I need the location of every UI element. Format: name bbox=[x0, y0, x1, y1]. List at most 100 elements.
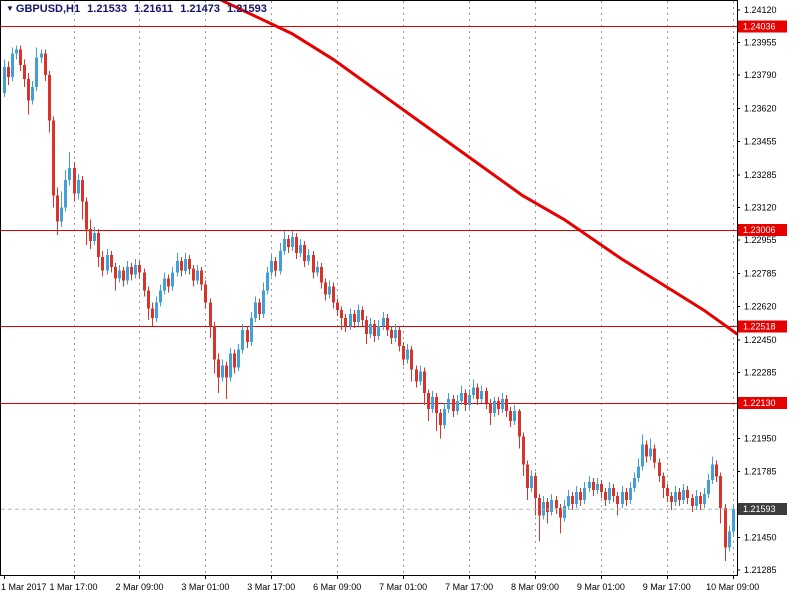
price-axis[interactable]: 1.24120 1.23955 1.23790 1.23620 1.23455 1.232… bbox=[737, 5, 777, 575]
candle-body bbox=[468, 395, 471, 406]
y-axis-label: 1.23285 bbox=[744, 170, 777, 180]
candle-body bbox=[555, 499, 558, 508]
candle-body bbox=[48, 75, 51, 121]
time-axis[interactable]: 1 Mar 2017 1 Mar 17:00 2 Mar 09:00 3 Mar 01… bbox=[1, 576, 759, 592]
candle-body bbox=[472, 387, 475, 396]
candle-body bbox=[707, 480, 710, 494]
candle-body bbox=[583, 488, 586, 500]
candle-body bbox=[406, 349, 409, 360]
y-axis-label: 1.23455 bbox=[744, 136, 777, 146]
chart-title: ▼ GBPUSD,H1 1.21533 1.21611 1.21473 1.215… bbox=[6, 3, 271, 15]
candle-body bbox=[126, 266, 129, 281]
candle-body bbox=[204, 284, 207, 303]
candle-body bbox=[633, 478, 636, 489]
candle-body bbox=[316, 266, 319, 273]
candle-body bbox=[147, 290, 150, 309]
candle-body bbox=[419, 371, 422, 382]
candle-body bbox=[447, 399, 450, 409]
candle-body bbox=[625, 492, 628, 500]
candle-body bbox=[81, 179, 84, 202]
candles-layer bbox=[3, 45, 735, 562]
candle-body bbox=[369, 324, 372, 334]
candle-body bbox=[332, 286, 335, 303]
candle-body bbox=[3, 67, 6, 93]
candle-body bbox=[645, 444, 648, 457]
candle-body bbox=[233, 353, 236, 368]
y-axis-label: 1.22785 bbox=[744, 269, 777, 279]
candle-body bbox=[485, 391, 488, 404]
candle-body bbox=[390, 330, 393, 338]
y-axis-label: 1.23620 bbox=[744, 104, 777, 114]
candle-body bbox=[522, 436, 525, 465]
candle-body bbox=[328, 286, 331, 295]
candle-body bbox=[464, 393, 467, 406]
candle-body bbox=[106, 254, 109, 271]
candle-body bbox=[670, 496, 673, 502]
candle-body bbox=[254, 302, 257, 319]
candle-body bbox=[336, 302, 339, 311]
y-axis-label: 1.23120 bbox=[744, 203, 777, 213]
price-flag-label: 1.23006 bbox=[743, 225, 776, 235]
candle-body bbox=[85, 201, 88, 230]
price-flags: 1.24036 1.23006 1.22518 1.22130 1.21593 bbox=[738, 20, 787, 516]
candle-body bbox=[35, 57, 38, 87]
candle-body bbox=[571, 496, 574, 504]
current-price-flag-label: 1.21593 bbox=[743, 504, 776, 514]
candle-body bbox=[7, 67, 10, 78]
candle-body bbox=[27, 79, 30, 101]
candle-body bbox=[686, 490, 689, 498]
candle-body bbox=[274, 260, 277, 271]
y-axis-label: 1.21450 bbox=[744, 533, 777, 543]
candle-body bbox=[559, 507, 562, 518]
ohlc-low-value: 1.21473 bbox=[180, 3, 220, 15]
candle-body bbox=[221, 365, 224, 378]
x-axis-label: 3 Mar 17:00 bbox=[247, 582, 295, 592]
candle-body bbox=[658, 462, 661, 477]
candle-body bbox=[377, 326, 380, 336]
x-axis-label: 1 Mar 17:00 bbox=[49, 582, 97, 592]
candle-body bbox=[402, 345, 405, 360]
candle-body bbox=[52, 120, 55, 196]
candle-body bbox=[604, 492, 607, 500]
candle-body bbox=[225, 365, 228, 378]
candle-body bbox=[324, 282, 327, 295]
triangle-marker-icon: ▼ bbox=[6, 4, 14, 13]
candle-body bbox=[641, 444, 644, 467]
candle-body bbox=[320, 266, 323, 283]
candle-body bbox=[382, 318, 385, 326]
price-flag bbox=[738, 224, 787, 236]
candle-body bbox=[217, 359, 220, 378]
candle-body bbox=[299, 245, 302, 253]
price-flag-label: 1.22130 bbox=[743, 398, 776, 408]
candle-body bbox=[279, 251, 282, 271]
candle-body bbox=[489, 403, 492, 413]
candle-body bbox=[695, 496, 698, 506]
candle-body bbox=[250, 318, 253, 342]
price-flag bbox=[738, 20, 787, 33]
x-axis-label: 1 Mar 2017 bbox=[1, 582, 47, 592]
candle-body bbox=[303, 245, 306, 261]
candle-body bbox=[159, 290, 162, 303]
candle-body bbox=[23, 65, 26, 79]
candle-body bbox=[295, 237, 298, 253]
candle-body bbox=[167, 278, 170, 287]
x-axis-label: 7 Mar 17:00 bbox=[445, 582, 493, 592]
candle-body bbox=[546, 501, 549, 512]
candle-body bbox=[719, 476, 722, 508]
candle-body bbox=[621, 492, 624, 504]
price-flag bbox=[738, 397, 787, 410]
candle-body bbox=[15, 49, 18, 54]
y-axis-label: 1.22955 bbox=[744, 235, 777, 245]
candle-body bbox=[678, 492, 681, 500]
candle-body bbox=[258, 302, 261, 315]
candle-body bbox=[237, 349, 240, 368]
trend-line[interactable] bbox=[219, 0, 739, 336]
candle-body bbox=[579, 492, 582, 500]
candle-body bbox=[188, 258, 191, 269]
price-flag-label: 1.22518 bbox=[743, 321, 776, 331]
candle-body bbox=[550, 499, 553, 512]
price-flag-label: 1.24036 bbox=[743, 22, 776, 32]
candle-body bbox=[682, 490, 685, 500]
candle-body bbox=[732, 509, 735, 532]
